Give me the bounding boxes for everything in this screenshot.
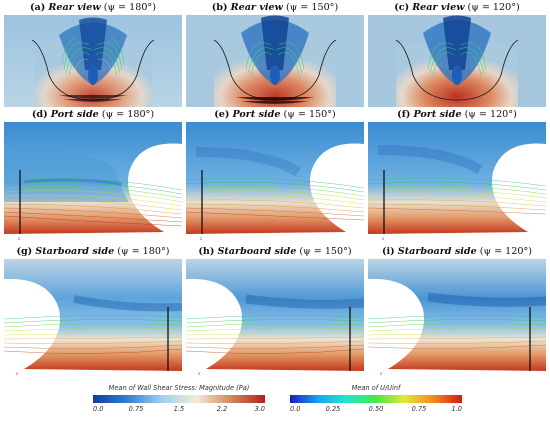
caption-label: (c) — [394, 2, 410, 13]
caption-label: (d) — [31, 109, 48, 120]
axis-glyph: z — [198, 371, 200, 376]
port-side-image: z — [186, 122, 364, 244]
caption-name: Rear view — [48, 2, 101, 13]
colorbar-tick-label: 0.50 — [368, 405, 384, 413]
panel-caption: (c) Rear view (ψ = 120°) — [368, 1, 546, 14]
colorbar-tick-label: 3.0 — [254, 405, 266, 413]
panel-e-port-side: (e) Port side (ψ = 150°) — [186, 108, 364, 244]
rear-view-image — [4, 15, 182, 107]
panel-caption: (f) Port side (ψ = 120°) — [368, 108, 546, 121]
colorbar-tick-label: 1.5 — [173, 405, 185, 413]
panel-caption: (h) Starboard side (ψ = 150°) — [186, 245, 364, 258]
axis-glyph: z — [200, 236, 202, 241]
panel-caption: (g) Starboard side (ψ = 180°) — [4, 245, 182, 258]
caption-angle: (ψ = 120°) — [467, 2, 520, 13]
port-side-image: z — [368, 122, 546, 244]
panel-c-rear-view: (c) Rear view (ψ = 120°) — [368, 1, 546, 107]
panel-caption: (b) Rear view (ψ = 150°) — [186, 1, 364, 14]
caption-name: Port side — [50, 109, 99, 120]
caption-angle: (ψ = 180°) — [101, 109, 155, 120]
panel-b-rear-view: (b) Rear view (ψ = 150°) — [186, 1, 364, 107]
caption-label: (h) — [198, 246, 215, 257]
caption-angle: (ψ = 150°) — [285, 2, 339, 13]
colorbar-tick-label: 2.2 — [216, 405, 228, 413]
caption-label: (f) — [397, 109, 411, 120]
colorbar-title: Mean of Wall Shear Stress: Magnitude (Pa… — [108, 384, 250, 392]
caption-label: (g) — [16, 246, 33, 257]
colorbar-tick-label: 0.0 — [290, 405, 301, 413]
panel-f-port-side: (f) Port side (ψ = 120°) — [368, 108, 546, 244]
panel-h-starboard-side: (h) Starboard side (ψ = 150°) — [186, 245, 364, 380]
colorbar-ticks: 0.0 0.75 1.5 2.2 3.0 — [93, 405, 265, 415]
colorbar-tick-label: 0.75 — [411, 405, 427, 413]
panel-g-starboard-side: (g) Starboard side (ψ = 180°) — [4, 245, 182, 380]
colorbar-ticks: 0.0 0.25 0.50 0.75 1.0 — [290, 405, 462, 415]
caption-name: Port side — [232, 109, 281, 120]
caption-label: (i) — [381, 246, 395, 257]
axis-glyph: z — [380, 371, 382, 376]
colorbar-gradient — [93, 395, 265, 403]
panel-caption: (d) Port side (ψ = 180°) — [4, 108, 182, 121]
caption-angle: (ψ = 180°) — [117, 246, 170, 257]
caption-angle: (ψ = 180°) — [103, 2, 156, 13]
caption-angle: (ψ = 120°) — [464, 109, 517, 120]
colorbar-tick-label: 1.0 — [451, 405, 463, 413]
port-side-image: z — [4, 122, 182, 244]
starboard-side-image: z — [186, 259, 364, 380]
caption-name: Starboard side — [35, 246, 115, 257]
axis-glyph: z — [382, 236, 384, 241]
colorbar-tick-label: 0.0 — [93, 405, 104, 413]
panel-caption: (a) Rear view (ψ = 180°) — [4, 1, 182, 14]
starboard-side-image: z — [4, 259, 182, 380]
colorbar-gradient — [290, 395, 462, 403]
colorbar-tick-label: 0.25 — [325, 405, 341, 413]
panel-caption: (i) Starboard side (ψ = 120°) — [368, 245, 546, 258]
caption-label: (b) — [211, 2, 228, 13]
colorbar-title: Mean of U/Uinf — [351, 384, 401, 392]
axis-glyph: z — [18, 236, 20, 241]
caption-name: Starboard side — [397, 246, 477, 257]
caption-name: Port side — [413, 109, 462, 120]
panel-d-port-side: (d) Port side (ψ = 180°) — [4, 108, 182, 244]
axis-glyph: z — [16, 371, 18, 376]
colorbar-tick-label: 0.75 — [128, 405, 144, 413]
caption-name: Starboard side — [217, 246, 297, 257]
caption-label: (e) — [214, 109, 230, 120]
caption-name: Rear view — [230, 2, 283, 13]
caption-label: (a) — [30, 2, 46, 13]
caption-angle: (ψ = 120°) — [479, 246, 533, 257]
rear-view-image — [368, 15, 546, 107]
starboard-side-image: z — [368, 259, 546, 380]
panel-i-starboard-side: (i) Starboard side (ψ = 120°) — [368, 245, 546, 380]
panel-a-rear-view: (a) Rear view (ψ = 180°) — [4, 1, 182, 107]
caption-angle: (ψ = 150°) — [283, 109, 336, 120]
colorbar-wall-shear-stress: Mean of Wall Shear Stress: Magnitude (Pa… — [93, 384, 265, 420]
colorbar-velocity: Mean of U/Uinf 0.0 0.25 0.50 0.75 1.0 — [290, 384, 462, 420]
caption-angle: (ψ = 150°) — [299, 246, 352, 257]
panel-caption: (e) Port side (ψ = 150°) — [186, 108, 364, 121]
rear-view-image — [186, 15, 364, 107]
caption-name: Rear view — [412, 2, 465, 13]
